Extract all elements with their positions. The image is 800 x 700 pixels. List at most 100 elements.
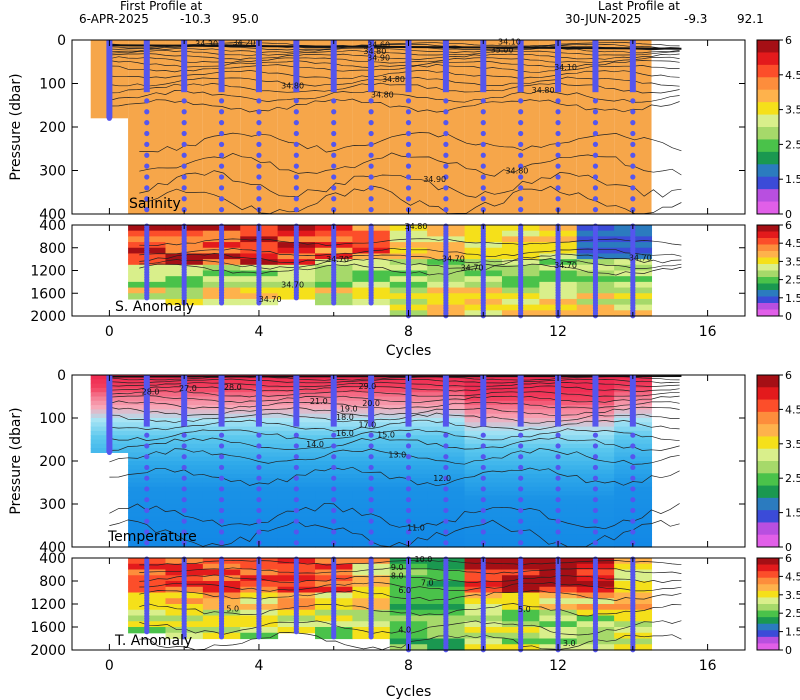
profile-sample-dot bbox=[368, 475, 374, 481]
profile-sample-dot bbox=[518, 486, 524, 492]
temperature-anomaly-colorbar-swatch bbox=[757, 571, 779, 579]
temperature-fill-cell bbox=[427, 491, 466, 496]
profile-sample-dot bbox=[630, 432, 636, 438]
salinity-colorbar-swatch bbox=[757, 64, 779, 78]
profile-sample-dot bbox=[144, 295, 150, 301]
profile-sample-dot bbox=[293, 432, 299, 438]
profile-sample-dot bbox=[480, 174, 486, 180]
first-profile-label: First Profile at bbox=[120, 0, 203, 13]
profile-sample-dot bbox=[256, 185, 262, 191]
profile-sample-dot bbox=[443, 196, 449, 202]
salinity-contour-line bbox=[139, 170, 682, 198]
profile-sample-dot bbox=[443, 163, 449, 169]
temperature-anomaly-panel-ytick-label: 800 bbox=[39, 574, 66, 590]
profile-sample-dot bbox=[368, 207, 374, 213]
temperature-fill-cell bbox=[315, 512, 353, 518]
salinity-colorbar-tick-label: 1.5 bbox=[785, 173, 800, 186]
salinity-colorbar-tick-label: 3.5 bbox=[785, 104, 800, 117]
profile-sample-dot bbox=[331, 163, 337, 169]
contour-label: 16.0 bbox=[336, 429, 354, 438]
temperature-fill-cell bbox=[277, 469, 316, 475]
profile-sample-dot bbox=[181, 529, 187, 535]
temperature-fill-cell bbox=[315, 448, 353, 453]
profile-sample-dot bbox=[331, 432, 337, 438]
temperature-panel-ytick-label: 0 bbox=[57, 368, 66, 384]
profile-sample-dot bbox=[405, 443, 412, 449]
temperature-fill-cell bbox=[277, 512, 316, 518]
profile-sample-dot bbox=[518, 507, 524, 514]
temperature-fill-cell bbox=[539, 439, 578, 445]
salinity-xtick-label: 12 bbox=[549, 324, 567, 340]
profile-sample-dot bbox=[592, 130, 599, 137]
profile-sample-dot bbox=[368, 454, 374, 460]
temperature-fill-cell bbox=[165, 525, 204, 531]
profile-track bbox=[219, 558, 224, 576]
temperature-fill-cell bbox=[464, 512, 503, 518]
contour-label: 13.0 bbox=[388, 451, 406, 460]
salinity-panel-ytick-label: 300 bbox=[39, 164, 66, 180]
temperature-fill-cell bbox=[315, 461, 353, 466]
temperature-panel-title: Temperature bbox=[107, 529, 197, 545]
profile-sample-dot bbox=[144, 475, 150, 481]
profile-sample-dot bbox=[405, 130, 412, 137]
temperature-fill-cell bbox=[576, 525, 615, 531]
profile-sample-dot bbox=[443, 207, 449, 213]
profile-sample-dot bbox=[555, 174, 561, 180]
temperature-fill-cell bbox=[240, 461, 279, 466]
profile-sample-dot bbox=[181, 507, 187, 514]
temperature-fill-cell bbox=[128, 512, 166, 518]
temperature-fill-cell bbox=[501, 512, 540, 518]
salinity-colorbar-tick-label: 4.5 bbox=[785, 69, 800, 82]
temperature-colorbar-swatch bbox=[757, 411, 779, 425]
profile-sample-dot bbox=[293, 207, 299, 213]
profile-sample-dot bbox=[443, 454, 449, 460]
profile-sample-dot bbox=[592, 540, 599, 546]
profile-sample-dot bbox=[630, 475, 636, 481]
profile-sample-dot bbox=[256, 507, 262, 514]
profile-sample-dot bbox=[630, 540, 636, 546]
temperature-fill-cell bbox=[202, 534, 241, 539]
profile-track bbox=[106, 375, 113, 453]
profile-sample-dot bbox=[331, 152, 337, 158]
profile-sample-dot bbox=[144, 540, 150, 546]
profile-sample-dot bbox=[518, 109, 524, 115]
profile-sample-dot bbox=[181, 152, 187, 158]
temperature-fill-cell bbox=[165, 512, 204, 518]
profile-track bbox=[256, 558, 261, 576]
profile-sample-dot bbox=[630, 518, 636, 524]
salinity-contour-line bbox=[139, 152, 682, 177]
temperature-fill-cell bbox=[128, 426, 166, 432]
salinity-colorbar-swatch bbox=[757, 40, 779, 53]
salinity-panel-title: Salinity bbox=[129, 196, 181, 212]
temperature-contour-line bbox=[109, 448, 680, 465]
contour-label: 18.0 bbox=[336, 413, 354, 422]
profile-sample-dot bbox=[106, 115, 112, 121]
salinity-anomaly-colorbar-tick-label: 4.5 bbox=[785, 237, 800, 250]
temperature-fill-cell bbox=[614, 461, 653, 466]
profile-track bbox=[443, 558, 448, 576]
temperature-fill-cell bbox=[202, 512, 241, 518]
profile-sample-dot bbox=[181, 464, 187, 471]
temperature-anomaly-colorbar-swatch bbox=[757, 558, 779, 565]
last-profile-lon: 92.1 bbox=[737, 12, 764, 26]
profile-sample-dot bbox=[256, 174, 262, 180]
profile-sample-dot bbox=[630, 152, 636, 158]
profile-sample-dot bbox=[480, 185, 486, 191]
profile-sample-dot bbox=[218, 207, 225, 213]
temperature-colorbar-tick-label: 3.5 bbox=[785, 438, 800, 451]
temperature-anomaly-colorbar-tick-label: 0 bbox=[785, 644, 792, 657]
profile-sample-dot bbox=[592, 163, 599, 169]
temperature-anomaly-colorbar-swatch bbox=[757, 610, 779, 618]
salinity-contour-line bbox=[109, 47, 680, 54]
profile-sample-dot bbox=[555, 130, 561, 137]
profile-sample-dot bbox=[592, 207, 599, 213]
temperature-anomaly-colorbar-frame bbox=[756, 557, 780, 651]
temperature-fill-cell bbox=[614, 534, 653, 539]
profile-sample-dot bbox=[555, 497, 561, 503]
profile-sample-dot bbox=[331, 141, 337, 147]
profile-sample-dot bbox=[405, 454, 412, 460]
profile-sample-dot bbox=[256, 152, 262, 158]
profile-track bbox=[182, 225, 187, 243]
profile-track bbox=[331, 558, 336, 576]
